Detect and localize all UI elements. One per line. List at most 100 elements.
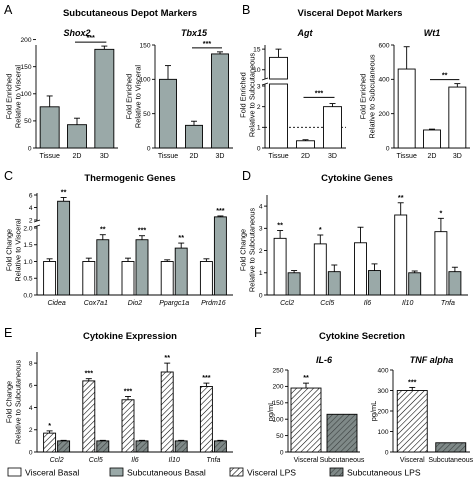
y-axis-label-line-1: Fold Enriched: [5, 74, 14, 120]
bar-3d: [323, 106, 342, 149]
panel-letter-b: B: [242, 3, 250, 17]
panel-letter-e: E: [4, 326, 12, 340]
y-tick-upper-0-label: 2: [29, 217, 33, 224]
category-label: Subcutaneous: [320, 457, 365, 464]
y-tick-2-label: 2: [259, 248, 263, 255]
y-tick-2-label: 200: [377, 408, 388, 415]
y-tick-4-label: 200: [272, 384, 283, 391]
bar-ccl2-series-2: [57, 440, 71, 453]
legend-swatch-visceral-lps: [229, 467, 244, 477]
y-tick-3-label: 300: [377, 388, 388, 395]
y-tick-3-label: 600: [378, 42, 389, 49]
y-tick-3-label: 6: [29, 383, 33, 390]
axis-break-mark-1: [33, 219, 41, 223]
significance-label-cidea: **: [61, 188, 67, 197]
y-axis-label-line-1: Fold Enriched: [125, 74, 134, 120]
bar-subcutaneous: [435, 442, 467, 453]
y-tick-2-label: 400: [378, 77, 389, 84]
category-label-ccl5: Ccl5: [320, 300, 334, 307]
y-tick-upper-1-label: 15: [253, 46, 261, 53]
significance-label-ppargc1a: **: [178, 233, 184, 242]
y-tick-2-label: 100: [139, 77, 150, 84]
category-label-ccl2: Ccl2: [280, 300, 294, 307]
legend-swatch-subcutaneous-basal: [109, 467, 124, 477]
significance-label: ***: [408, 377, 417, 386]
y-tick-0-label: 0: [280, 449, 284, 456]
bar-subcutaneous: [326, 413, 358, 453]
chart-title: Tbx15: [181, 28, 208, 38]
legend: Visceral Basal Subcutaneous Basal Viscer…: [7, 467, 421, 478]
category-label-ppargc1a: Ppargc1a: [159, 300, 189, 307]
panel-title-c: Thermogenic Genes: [84, 173, 175, 184]
significance-label-ccl5: *: [319, 225, 322, 234]
category-label-3d: 3D: [328, 153, 337, 160]
significance-bracket-0-label: ***: [86, 33, 95, 42]
category-label-dio2: Dio2: [128, 300, 143, 307]
category-label-tissue: Tissue: [268, 153, 288, 160]
y-tick-0-label: 0: [29, 449, 33, 456]
panel-title-d: Cytokine Genes: [321, 173, 393, 184]
category-label: 2D: [190, 153, 199, 160]
significance-label-tnfa: ***: [202, 373, 211, 382]
y-tick-lower-1-label: 1: [257, 125, 261, 132]
y-tick-3-label: 150: [272, 400, 283, 407]
significance-bracket-0-label: ***: [203, 39, 212, 48]
y-tick-2-label: 4: [29, 405, 33, 412]
category-label: Subcutaneous: [428, 457, 473, 464]
bar-ppargc1a-series-1: [160, 261, 174, 296]
bar-2d: [423, 129, 441, 149]
significance-label-dio2: ***: [138, 226, 147, 235]
bar-ccl2-series-1: [43, 432, 57, 453]
y-tick-lower-0-label: 0.0: [23, 292, 32, 299]
y-axis-label-line-2: Relative to Visceral: [14, 65, 23, 128]
category-label-il6: Il6: [364, 300, 372, 307]
panel-letter-a: A: [4, 3, 13, 17]
bar-tissue-upper: [269, 56, 288, 80]
y-axis-label-line-1: pg/mL: [369, 401, 378, 422]
bar-tissue: [159, 78, 177, 149]
bar-tissue: [397, 68, 416, 149]
category-label-il10: Il10: [402, 300, 413, 307]
y-tick-0-label: 0: [259, 292, 263, 299]
y-tick-0-label: 0: [147, 145, 151, 152]
y-tick-lower-2-label: 1.0: [23, 259, 32, 266]
significance-label-prdm16: ***: [216, 206, 225, 215]
bar-prdm16-series-1: [199, 261, 213, 296]
category-label: Tissue: [39, 153, 59, 160]
bar-ccl5-series-2: [327, 271, 341, 296]
bar-il6-series-1: [354, 242, 367, 296]
y-tick-4-label: 8: [29, 360, 33, 367]
legend-label-visceral-lps: Visceral LPS: [247, 468, 296, 478]
bar-il6-series-1: [121, 399, 135, 453]
panel-title-a: Subcutaneous Depot Markers: [63, 8, 197, 19]
category-label: 3D: [100, 153, 109, 160]
bar-prdm16-series-2: [213, 216, 227, 296]
bar-dio2-series-2: [135, 239, 149, 296]
y-axis-label-line-2: Relative to Visceral: [134, 65, 143, 128]
category-label: 2D: [428, 153, 437, 160]
bar-ccl5-series-1: [82, 380, 96, 453]
y-tick-1-label: 50: [276, 433, 284, 440]
y-tick-1-label: 1: [259, 270, 263, 277]
bar-cox7a1-series-2: [96, 239, 110, 296]
significance-bracket-label: ***: [315, 88, 324, 97]
chart-title: Shox2: [63, 28, 90, 38]
y-axis-label-line-1: Fold Change: [239, 229, 248, 271]
panel-title-b: Visceral Depot Markers: [298, 8, 403, 19]
y-axis-label-line-2: Relative to Subcutaneous: [248, 53, 257, 138]
chart-title: Agt: [297, 28, 314, 38]
y-tick-3-label: 3: [259, 226, 263, 233]
y-tick-upper-1-label: 4: [29, 205, 33, 212]
bar-il10-series-1: [160, 371, 174, 453]
y-tick-1-label: 50: [24, 118, 32, 125]
bar-tnfa-series-2: [448, 271, 462, 296]
chart-title: IL-6: [316, 355, 333, 365]
bar-visceral: [290, 387, 322, 453]
axis-break-mark-2: [261, 82, 269, 86]
significance-label: **: [303, 373, 309, 382]
bar-3d: [448, 86, 467, 149]
significance-bracket-0-label: **: [442, 71, 448, 80]
y-tick-3-label: 150: [20, 64, 31, 71]
category-label-tnfa: Tnfa: [206, 457, 220, 464]
y-tick-0-label: 0: [386, 145, 390, 152]
